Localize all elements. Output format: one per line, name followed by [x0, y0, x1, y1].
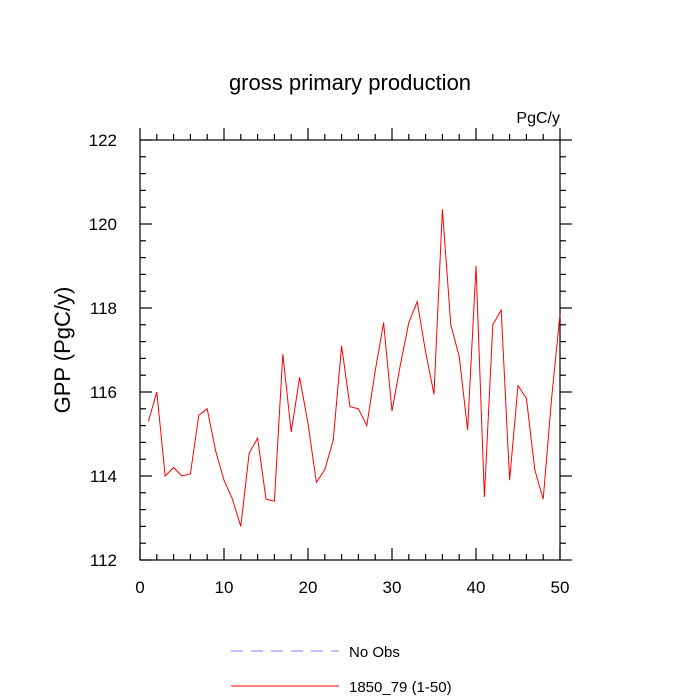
- y-tick-label: 114: [90, 467, 117, 486]
- legend-label-no-obs: No Obs: [349, 644, 400, 661]
- y-tick-label: 122: [89, 131, 117, 150]
- series-line-1850-79: [147, 209, 561, 527]
- y-tick-label: 116: [90, 383, 117, 402]
- units-label: PgC/y: [516, 110, 560, 127]
- x-tick-label: 50: [551, 578, 570, 597]
- series-layer: [147, 209, 561, 527]
- x-tick-label: 40: [467, 578, 486, 597]
- plot-frame: [139, 139, 561, 561]
- x-tick-label: 20: [299, 578, 318, 597]
- y-tick-label: 120: [89, 215, 117, 234]
- x-tick-label: 0: [135, 578, 144, 597]
- tick-labels: 0 10 20 30 40 50 112 114 116 118 120 122: [89, 131, 570, 597]
- y-axis-label: GPP (PgC/y): [50, 287, 75, 414]
- legend: No Obs 1850_79 (1-50): [231, 644, 452, 696]
- y-tick-label: 112: [90, 551, 117, 570]
- chart-title: gross primary production: [229, 70, 471, 95]
- axis-ticks: [139, 128, 572, 561]
- x-tick-label: 10: [215, 578, 234, 597]
- y-tick-label: 118: [90, 299, 117, 318]
- legend-label-1850-79: 1850_79 (1-50): [349, 679, 452, 696]
- x-tick-label: 30: [383, 578, 402, 597]
